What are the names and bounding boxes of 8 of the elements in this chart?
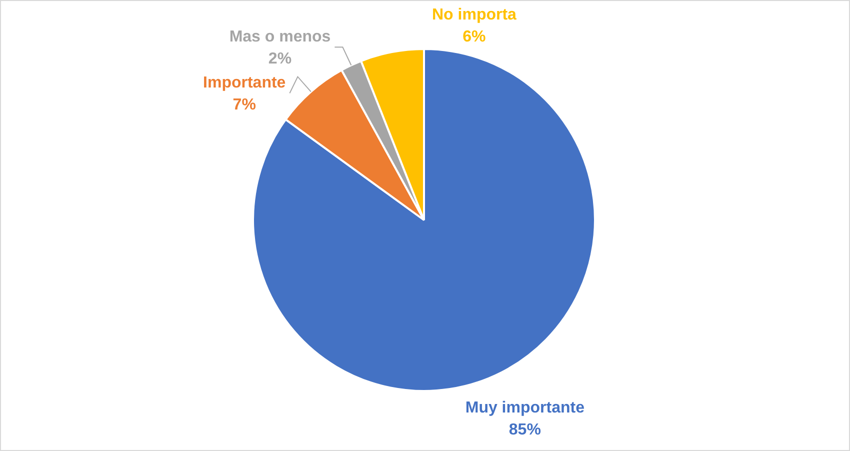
slice-label: Muy importante [465, 399, 585, 416]
slice-label: No importa [432, 6, 517, 24]
data-label: 7% [232, 96, 256, 114]
slice-label: Mas o menos [229, 28, 331, 46]
data-label: 2% [268, 50, 292, 68]
data-label: 85% [508, 421, 541, 438]
slice-label: Importante [203, 74, 286, 92]
data-label: 6% [462, 28, 486, 46]
